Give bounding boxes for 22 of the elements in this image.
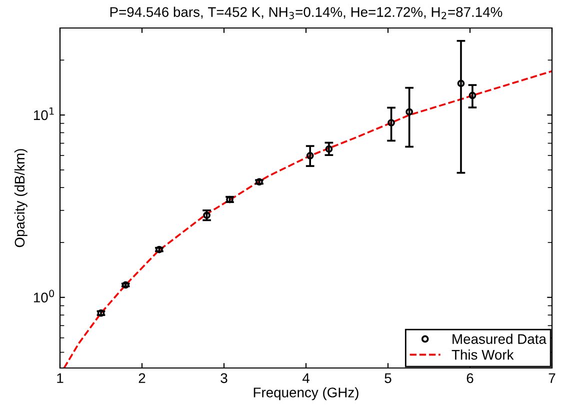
chart-title: P=94.546 bars, T=452 K, NH$_{3}$=0.14%, He=12.72%, H$_{2}$=87.14% bbox=[110, 6, 502, 20]
x-tick-label: 4 bbox=[302, 373, 310, 383]
point bbox=[388, 119, 395, 126]
x-tick-label: 6 bbox=[466, 373, 474, 384]
y-tick-label: 10$^{0}$ bbox=[34, 290, 54, 302]
x-tick-label: 2 bbox=[138, 373, 146, 383]
x-tick-label: 3 bbox=[220, 373, 228, 384]
y-tick-label: 10$^{1}$ bbox=[34, 108, 54, 120]
point bbox=[406, 108, 413, 116]
point bbox=[468, 92, 476, 100]
point bbox=[457, 80, 465, 88]
legend-label: Measured Data bbox=[452, 334, 546, 344]
legend-label: This Work bbox=[452, 349, 514, 360]
y-axis-title: Opacity (dB/km) bbox=[14, 149, 28, 248]
point bbox=[325, 145, 333, 153]
line-series bbox=[63, 70, 552, 368]
x-axis-title: Frequency (GHz) bbox=[254, 387, 358, 400]
x-tick-label: 5 bbox=[384, 373, 392, 384]
x-tick-label: 7 bbox=[548, 373, 556, 383]
point bbox=[306, 152, 314, 160]
x-tick-label: 1 bbox=[57, 373, 64, 383]
point bbox=[203, 212, 210, 219]
